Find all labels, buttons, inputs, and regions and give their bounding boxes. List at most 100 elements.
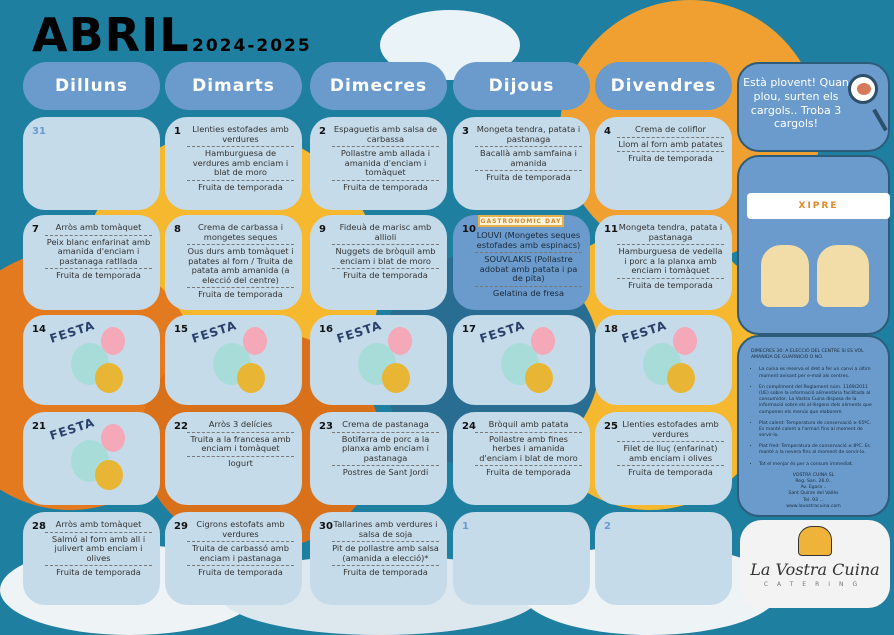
balloon-icon — [237, 363, 265, 393]
menu-day-card: 8 Crema de carbassa i mongetes seques Ous … — [165, 215, 302, 310]
dish: Truita a la francesa amb enciam i tomàqu… — [187, 433, 294, 457]
day-number: 17 — [462, 324, 476, 335]
info-box: DIMECRES 30: A ELECCIÓ DEL CENTRE SI ES … — [737, 335, 890, 517]
dish: Postres de Sant Jordi — [342, 467, 429, 478]
dish: Hamburguesa de verdures amb enciam i bla… — [187, 147, 294, 181]
la-vostra-cuina-logo: La Vostra Cuina CATERING — [740, 520, 890, 608]
day-number: 29 — [174, 521, 188, 532]
menu-day-card: 2 Espaguetis amb salsa de carbassa Pollast… — [310, 117, 447, 210]
dish: Mongeta tendra, patata i pastanaga — [617, 221, 724, 246]
festa-label: FESTA — [619, 318, 669, 346]
xipre-banner: XIPRE — [747, 193, 890, 219]
menu-day-card: 1 Llenties estofades amb verdures Hamburgu… — [165, 117, 302, 210]
dish: Pit de pollastre amb salsa (amanida a el… — [332, 542, 439, 567]
festa-label: FESTA — [47, 318, 97, 346]
dish: SOUVLAKIS (Pollastre adobat amb patata i… — [475, 253, 582, 287]
dish: Fruita de temporada — [343, 567, 428, 578]
day-number: 28 — [32, 521, 46, 532]
page-title: ABRIL — [32, 8, 190, 62]
dish: Truita de carbassó amb enciam i pastanag… — [187, 542, 294, 567]
dish: Llenties estofades amb verdures — [617, 418, 724, 443]
balloon-icon — [101, 424, 125, 452]
day-number: 16 — [319, 324, 333, 335]
dish: Fruita de temporada — [343, 270, 428, 281]
day-number: 15 — [174, 324, 188, 335]
holiday-cell: 15 FESTA — [165, 315, 302, 405]
mascot-illustration — [761, 245, 809, 307]
dish: Crema de carbassa i mongetes seques — [187, 221, 294, 246]
day-header-divendres: Divendres — [595, 62, 732, 110]
menu-day-card: 30 Tallarines amb verdures i salsa de soj… — [310, 512, 447, 605]
gastronomic-day-badge: GASTRONOMIC DAY — [478, 215, 564, 227]
dish: LOUVI (Mongetes seques estofades amb esp… — [475, 229, 582, 254]
menu-day-card: 10 LOUVI (Mongetes seques estofades amb e… — [453, 215, 590, 310]
snail-game-box: Està plovent! Quan plou, surten els carg… — [737, 62, 890, 152]
day-number: 1 — [462, 521, 469, 532]
holiday-cell: 18 FESTA — [595, 315, 732, 405]
info-footer-line: VOSTRA CUINA SL — [792, 472, 835, 478]
dish: Fruita de temporada — [628, 279, 713, 290]
dish: Llenties estofades amb verdures — [187, 123, 294, 148]
dish: Crema de pastanaga — [332, 418, 439, 433]
menu-day-card: 29 Cigrons estofats amb verdures Truita de… — [165, 512, 302, 605]
dish: Iogurt — [228, 457, 253, 468]
menu-day-card: 28 Arròs amb tomàquet Salmó al forn amb al… — [23, 512, 160, 605]
dish: Pollastre amb allada i amanida d'enciam … — [332, 147, 439, 181]
day-number: 2 — [319, 126, 326, 137]
logo-name: La Vostra Cuina — [750, 560, 880, 579]
dish: Ous durs amb tomàquet i patates al forn … — [187, 245, 294, 289]
day-number: 2 — [604, 521, 611, 532]
holiday-cell: 17 FESTA — [453, 315, 590, 405]
dish: Fideuà de marisc amb allioli — [332, 221, 439, 246]
menu-day-card: 3 Mongeta tendra, patata i pastanaga Bacal… — [453, 117, 590, 210]
menu-day-card: 24 Bròquil amb patata Pollastre amb fines … — [453, 412, 590, 505]
dish: Botifarra de porc a la planxa amb enciam… — [332, 433, 439, 467]
menu-day-card: 11 Mongeta tendra, patata i pastanaga Hamb… — [595, 215, 732, 310]
day-number: 24 — [462, 421, 476, 432]
festa-label: FESTA — [334, 318, 384, 346]
info-item: Plat calent: Temperatura de conservació … — [759, 421, 876, 440]
balloon-icon — [243, 327, 267, 355]
dish: Fruita de temporada — [486, 172, 571, 183]
dish: Peix blanc enfarinat amb amanida d'encia… — [45, 236, 152, 270]
magnifier-handle — [872, 108, 888, 132]
day-number: 3 — [462, 126, 469, 137]
menu-day-card: 1 — [453, 512, 590, 605]
day-header-dimecres: Dimecres — [310, 62, 447, 110]
dish: Fruita de temporada — [343, 181, 428, 192]
day-number: 9 — [319, 224, 326, 235]
day-number: 21 — [32, 421, 46, 432]
balloon-icon — [673, 327, 697, 355]
day-number: 11 — [604, 224, 618, 235]
day-number: 14 — [32, 324, 46, 335]
festa-label: FESTA — [47, 415, 97, 443]
holiday-cell: 14 FESTA — [23, 315, 160, 405]
dish: Hamburguesa de vedella i porc a la planx… — [617, 245, 724, 279]
dish: Gelatina de fresa — [492, 287, 565, 298]
dish: Nuggets de bròquil amb enciam i blat de … — [332, 245, 439, 270]
dish: Arròs amb tomàquet — [45, 518, 152, 533]
balloon-icon — [101, 327, 125, 355]
dish: Fruita de temporada — [198, 181, 283, 192]
dish: Arròs amb tomàquet — [45, 221, 152, 236]
school-year: 2024-2025 — [192, 36, 312, 56]
info-item: Plat fred: Temperatura de conservació ≤ … — [759, 444, 876, 456]
dish: Mongeta tendra, patata i pastanaga — [475, 123, 582, 148]
balloon-icon — [95, 363, 123, 393]
info-footer-line: Av. Egara .. — [800, 485, 827, 491]
menu-day-card: 31 — [23, 117, 160, 210]
dish: Cigrons estofats amb verdures — [187, 518, 294, 543]
info-item: La cuina es reserva el dret a fer un can… — [759, 367, 876, 379]
dish: Llom al forn amb patates — [617, 138, 724, 153]
dish: Fruita de temporada — [56, 270, 141, 281]
festa-label: FESTA — [189, 318, 239, 346]
dish: Fruita de temporada — [198, 567, 283, 578]
magnifier-snail-icon — [848, 74, 878, 104]
day-number: 23 — [319, 421, 333, 432]
day-header-dijous: Dijous — [453, 62, 590, 110]
dish: Espaguetis amb salsa de carbassa — [332, 123, 439, 148]
day-number: 18 — [604, 324, 618, 335]
dish: Pollastre amb fines herbes i amanida d'e… — [475, 433, 582, 467]
balloon-icon — [388, 327, 412, 355]
menu-day-card: 7 Arròs amb tomàquet Peix blanc enfarinat … — [23, 215, 160, 310]
